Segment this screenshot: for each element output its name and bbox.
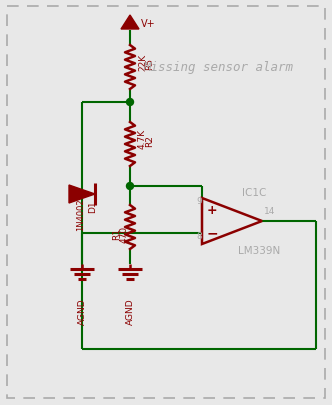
Circle shape: [126, 99, 133, 106]
Text: 1N4002: 1N4002: [76, 198, 85, 231]
Text: 9: 9: [196, 197, 202, 206]
Text: IC1C: IC1C: [242, 188, 266, 198]
Text: 22K: 22K: [138, 53, 147, 70]
Circle shape: [126, 183, 133, 190]
Text: 470: 470: [120, 225, 129, 242]
Text: R1: R1: [112, 228, 121, 239]
Text: Missing sensor alarm: Missing sensor alarm: [143, 61, 293, 74]
Polygon shape: [69, 185, 95, 203]
Text: R5: R5: [145, 58, 154, 70]
Text: D1: D1: [88, 200, 97, 213]
Text: R2: R2: [145, 135, 154, 147]
Text: LM339N: LM339N: [238, 245, 280, 256]
Text: +: +: [207, 203, 217, 216]
Text: −: −: [206, 226, 218, 240]
Text: 14: 14: [264, 207, 275, 215]
Text: AGND: AGND: [77, 297, 87, 324]
Polygon shape: [121, 16, 139, 30]
Text: AGND: AGND: [125, 297, 134, 324]
Text: 8: 8: [196, 232, 202, 241]
Text: V+: V+: [141, 19, 156, 29]
Text: 4.7K: 4.7K: [138, 129, 147, 149]
